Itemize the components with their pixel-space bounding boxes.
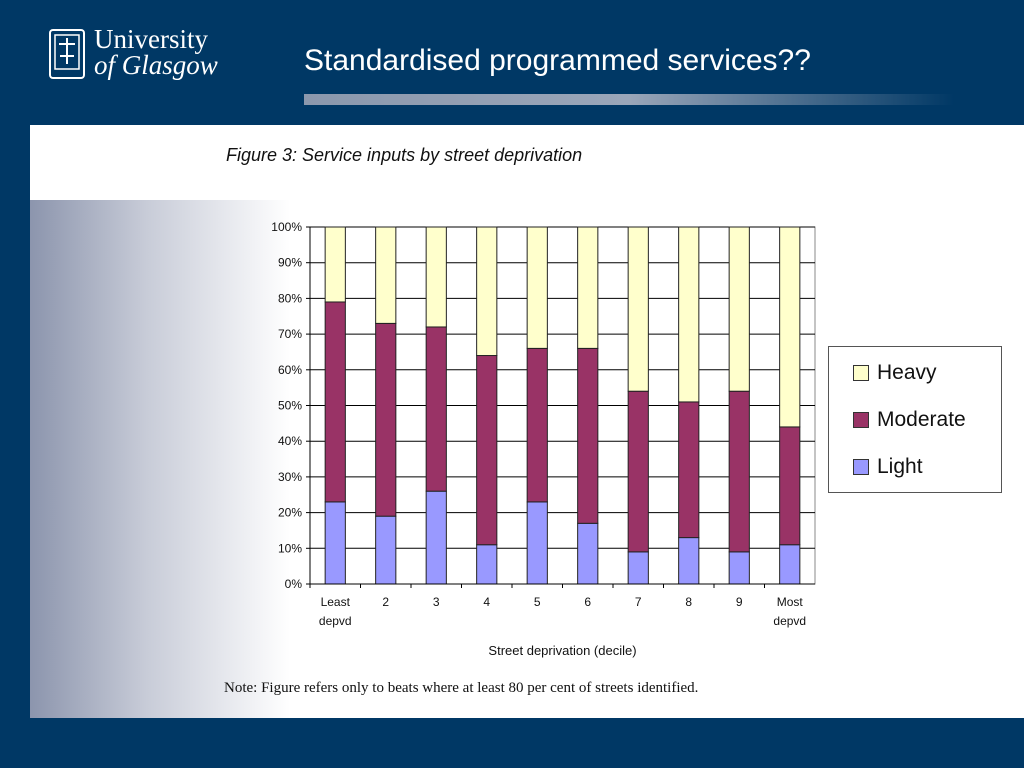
chart-legend: Heavy Moderate Light bbox=[828, 346, 1002, 493]
bar-moderate bbox=[476, 355, 498, 546]
logo-line-1: University bbox=[94, 24, 208, 54]
legend-swatch-heavy bbox=[853, 365, 869, 381]
y-tick-label: 100% bbox=[271, 220, 302, 234]
bar-light bbox=[425, 490, 447, 585]
logo-line-2: of Glasgow bbox=[94, 50, 218, 80]
legend-item-light: Light bbox=[853, 455, 923, 479]
x-tick-label: 6 bbox=[584, 595, 591, 609]
bar-moderate bbox=[779, 426, 801, 546]
bar-heavy bbox=[577, 226, 599, 349]
bar-heavy bbox=[324, 226, 346, 303]
university-crest-logo bbox=[49, 29, 85, 79]
x-tick-label: Most depvd bbox=[773, 595, 806, 628]
legend-swatch-light bbox=[853, 459, 869, 475]
x-tick-label: 2 bbox=[382, 595, 389, 609]
bar-light bbox=[476, 544, 498, 585]
bar-moderate bbox=[324, 301, 346, 503]
legend-item-heavy: Heavy bbox=[853, 361, 937, 385]
bar-moderate bbox=[577, 347, 599, 524]
x-tick-label: 4 bbox=[483, 595, 490, 609]
y-tick-label: 90% bbox=[278, 256, 302, 270]
bar-heavy bbox=[678, 226, 700, 403]
bar-light bbox=[526, 501, 548, 585]
x-tick-label: 7 bbox=[635, 595, 642, 609]
title-underline-bar bbox=[304, 94, 954, 105]
y-tick-label: 50% bbox=[278, 399, 302, 413]
y-tick-label: 80% bbox=[278, 291, 302, 305]
legend-swatch-moderate bbox=[853, 412, 869, 428]
slide-title: Standardised programmed services?? bbox=[304, 44, 811, 77]
bar-heavy bbox=[425, 226, 447, 328]
y-tick-label: 10% bbox=[278, 541, 302, 555]
x-tick-label: 8 bbox=[685, 595, 692, 609]
bar-light bbox=[779, 544, 801, 585]
stacked-bar-chart: 0% 10% 20% 30% 40% 50% 60% 70% 80% 90% 100% Least de… bbox=[271, 220, 816, 658]
bar-moderate bbox=[728, 390, 750, 553]
y-tick-label: 0% bbox=[285, 577, 303, 591]
legend-label-light: Light bbox=[877, 455, 923, 478]
bar-light bbox=[324, 501, 346, 585]
bar-moderate bbox=[425, 326, 447, 492]
x-axis-title: Street deprivation (decile) bbox=[488, 643, 636, 658]
bar-moderate bbox=[375, 322, 397, 517]
university-logo-text: University of Glasgow bbox=[94, 24, 218, 80]
legend-item-moderate: Moderate bbox=[853, 408, 966, 432]
bar-light bbox=[627, 551, 649, 585]
panel-gradient-decoration bbox=[30, 200, 290, 718]
bar-moderate bbox=[678, 401, 700, 539]
figure-note: Note: Figure refers only to beats where … bbox=[224, 680, 699, 696]
legend-label-moderate: Moderate bbox=[877, 408, 966, 431]
bar-light bbox=[678, 537, 700, 585]
x-tick-label: 5 bbox=[534, 595, 541, 609]
bar-heavy bbox=[375, 226, 397, 324]
x-tick-label: Least depvd bbox=[319, 595, 352, 628]
y-tick-label: 20% bbox=[278, 506, 302, 520]
y-tick-label: 70% bbox=[278, 327, 302, 341]
bar-heavy bbox=[728, 226, 750, 392]
x-tick-label: 9 bbox=[736, 595, 743, 609]
bar-heavy bbox=[526, 226, 548, 349]
bar-heavy bbox=[779, 226, 801, 428]
bar-moderate bbox=[526, 347, 548, 503]
legend-label-heavy: Heavy bbox=[877, 361, 937, 384]
bar-moderate bbox=[627, 390, 649, 553]
y-tick-label: 30% bbox=[278, 470, 302, 484]
bar-heavy bbox=[627, 226, 649, 392]
bar-heavy bbox=[476, 226, 498, 357]
y-tick-label: 40% bbox=[278, 434, 302, 448]
figure-caption: Figure 3: Service inputs by street depri… bbox=[226, 145, 583, 165]
bar-light bbox=[375, 515, 397, 585]
bar-light bbox=[728, 551, 750, 585]
x-tick-label: 3 bbox=[433, 595, 440, 609]
y-tick-label: 60% bbox=[278, 363, 302, 377]
bar-light bbox=[577, 522, 599, 585]
